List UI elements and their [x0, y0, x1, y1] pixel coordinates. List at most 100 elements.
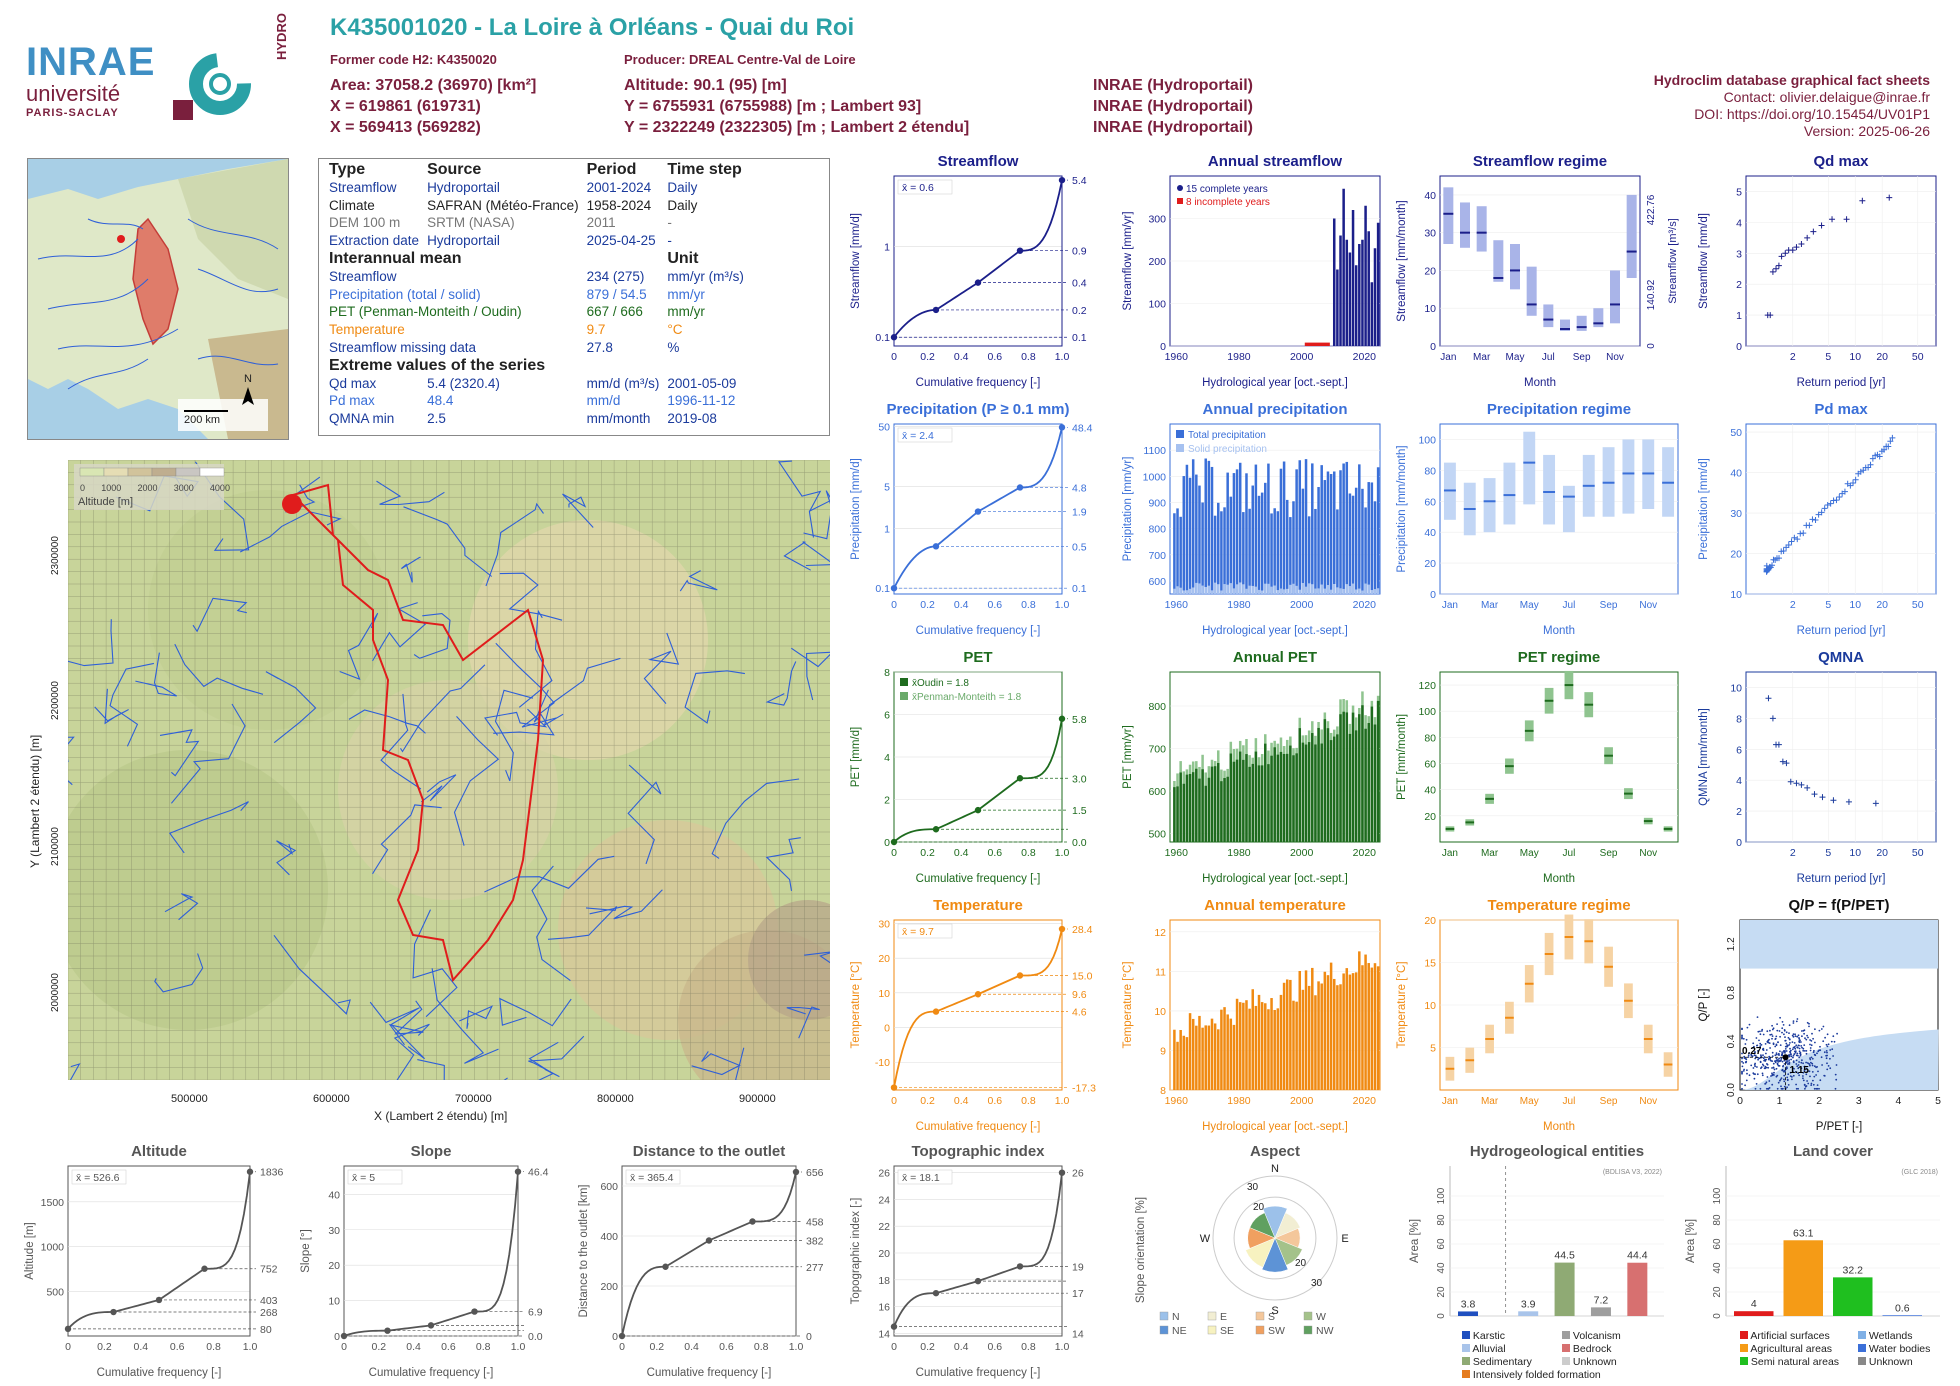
bar [1226, 1014, 1229, 1090]
daily-point [1807, 1036, 1809, 1039]
x-axis-label: Month [1543, 873, 1575, 885]
bar [1348, 252, 1352, 346]
bar-solid [1345, 584, 1349, 594]
daily-point [1810, 1061, 1812, 1064]
info-head-timestep: Time step [667, 161, 742, 178]
daily-point [1771, 1051, 1774, 1054]
energy-limit-zone [1740, 920, 1938, 969]
river [543, 657, 621, 727]
daily-point [1784, 1039, 1787, 1042]
y-tick-label: 0.1 [875, 583, 890, 595]
daily-point [1812, 1079, 1814, 1082]
y-tick-label: 8 [1736, 713, 1742, 725]
chart-title: Precipitation (P ≥ 0.1 mm) [886, 401, 1069, 418]
hydro-logo [165, 44, 275, 124]
y-axis-label: Q/P [-] [1698, 988, 1710, 1021]
quantile-point [1016, 1263, 1024, 1270]
bar [1251, 763, 1254, 842]
bar [1348, 974, 1352, 1090]
daily-point [1778, 1059, 1780, 1062]
x-tick-label: Nov [1639, 600, 1657, 611]
data-point [1769, 715, 1776, 722]
legend-label: 15 complete years [1186, 184, 1268, 195]
bar [1213, 766, 1217, 842]
river [495, 642, 557, 728]
y-tick-label: 50 [1730, 427, 1742, 439]
map-xlabel: X (Lambert 2 étendu) [m] [374, 1109, 508, 1123]
chart-svg: Pd max Return period [yr] Precipitation [m… [1698, 401, 1937, 637]
x-axis-label: P/PET [-] [1816, 1121, 1862, 1133]
data-point [1793, 244, 1800, 251]
bar [1354, 730, 1358, 842]
daily-point [1796, 1035, 1799, 1038]
daily-point [1787, 1073, 1790, 1076]
plot-frame [1745, 423, 1937, 595]
daily-point [1811, 1062, 1814, 1065]
data-point [1767, 312, 1774, 319]
bar [1339, 714, 1342, 842]
right-tick-label: 0.5 [1072, 541, 1087, 553]
bar [1289, 979, 1292, 1090]
bar-solid [1257, 589, 1261, 594]
chart-title: QMNA [1818, 649, 1864, 666]
daily-point [1754, 1073, 1756, 1076]
bar-solid [1329, 589, 1333, 594]
bar-value-label: 0.6 [1895, 1302, 1910, 1314]
daily-point [1796, 1054, 1799, 1057]
daily-point [1787, 1036, 1790, 1039]
bar-solid [1292, 583, 1295, 594]
bar [1342, 463, 1345, 594]
y-tick-label: 1500 [41, 1197, 65, 1209]
x-axis-label: Cumulative frequency [-] [97, 1367, 222, 1379]
y-tick-label: 80 [1712, 1214, 1723, 1226]
y-axis-label: Area [%] [1409, 1219, 1421, 1263]
y-tick-label: 100 [1436, 1187, 1447, 1204]
legend-swatch [900, 678, 908, 686]
bar [1182, 783, 1186, 842]
bar [1182, 476, 1186, 594]
bar [1251, 485, 1254, 594]
mean-label: x̄ = 365.4 [630, 1172, 674, 1184]
daily-point [1803, 1044, 1806, 1046]
bar [1326, 471, 1330, 594]
daily-point [1802, 1062, 1804, 1065]
daily-point [1795, 1083, 1797, 1086]
x-tick-label: 0.2 [920, 847, 935, 859]
bar [1289, 517, 1292, 594]
info-cell: 2025-04-25 [586, 233, 656, 249]
daily-point [1822, 1040, 1825, 1043]
daily-point [1776, 1059, 1778, 1062]
altitude-legend-swatch [175, 467, 201, 477]
chart-e_cdf: PET Cumulative frequency [-] PET [mm/d] 0 2 4… [846, 646, 1114, 886]
bar [1336, 269, 1339, 346]
y-axis-label: Precipitation [mm/d] [850, 458, 862, 560]
daily-point [1811, 1071, 1814, 1073]
bar [1254, 751, 1258, 842]
extreme-unit: mm/month [586, 411, 651, 427]
daily-point [1818, 1029, 1821, 1032]
bar-solid [1235, 584, 1239, 594]
contact: Contact: olivier.delaigue@inrae.fr [1723, 89, 1930, 105]
daily-point [1776, 1029, 1779, 1032]
y-tick-label: 22 [878, 1221, 890, 1233]
quantile-point [110, 1308, 117, 1316]
daily-point [1774, 1054, 1777, 1057]
legend-swatch [1176, 444, 1184, 452]
y-tick-label: 60 [1424, 496, 1436, 508]
category-bar [1627, 1262, 1648, 1316]
daily-point [1771, 1037, 1773, 1040]
daily-point [1797, 1044, 1800, 1047]
bar [1195, 1025, 1198, 1090]
chart-svg: PET regime Month PET [mm/month] 20 40 60 80 100… [1396, 649, 1679, 885]
river [369, 1001, 425, 1060]
y-tick-label: 80 [1424, 732, 1436, 744]
bar [1176, 508, 1179, 594]
data-point [1845, 798, 1852, 805]
bar-solid [1210, 590, 1214, 594]
daily-point [1778, 1030, 1781, 1032]
legend-label: SW [1268, 1325, 1285, 1337]
budyko-zone [1740, 1029, 1939, 1090]
daily-point [1781, 1060, 1784, 1063]
daily-point [1823, 1075, 1826, 1077]
river [679, 570, 718, 592]
